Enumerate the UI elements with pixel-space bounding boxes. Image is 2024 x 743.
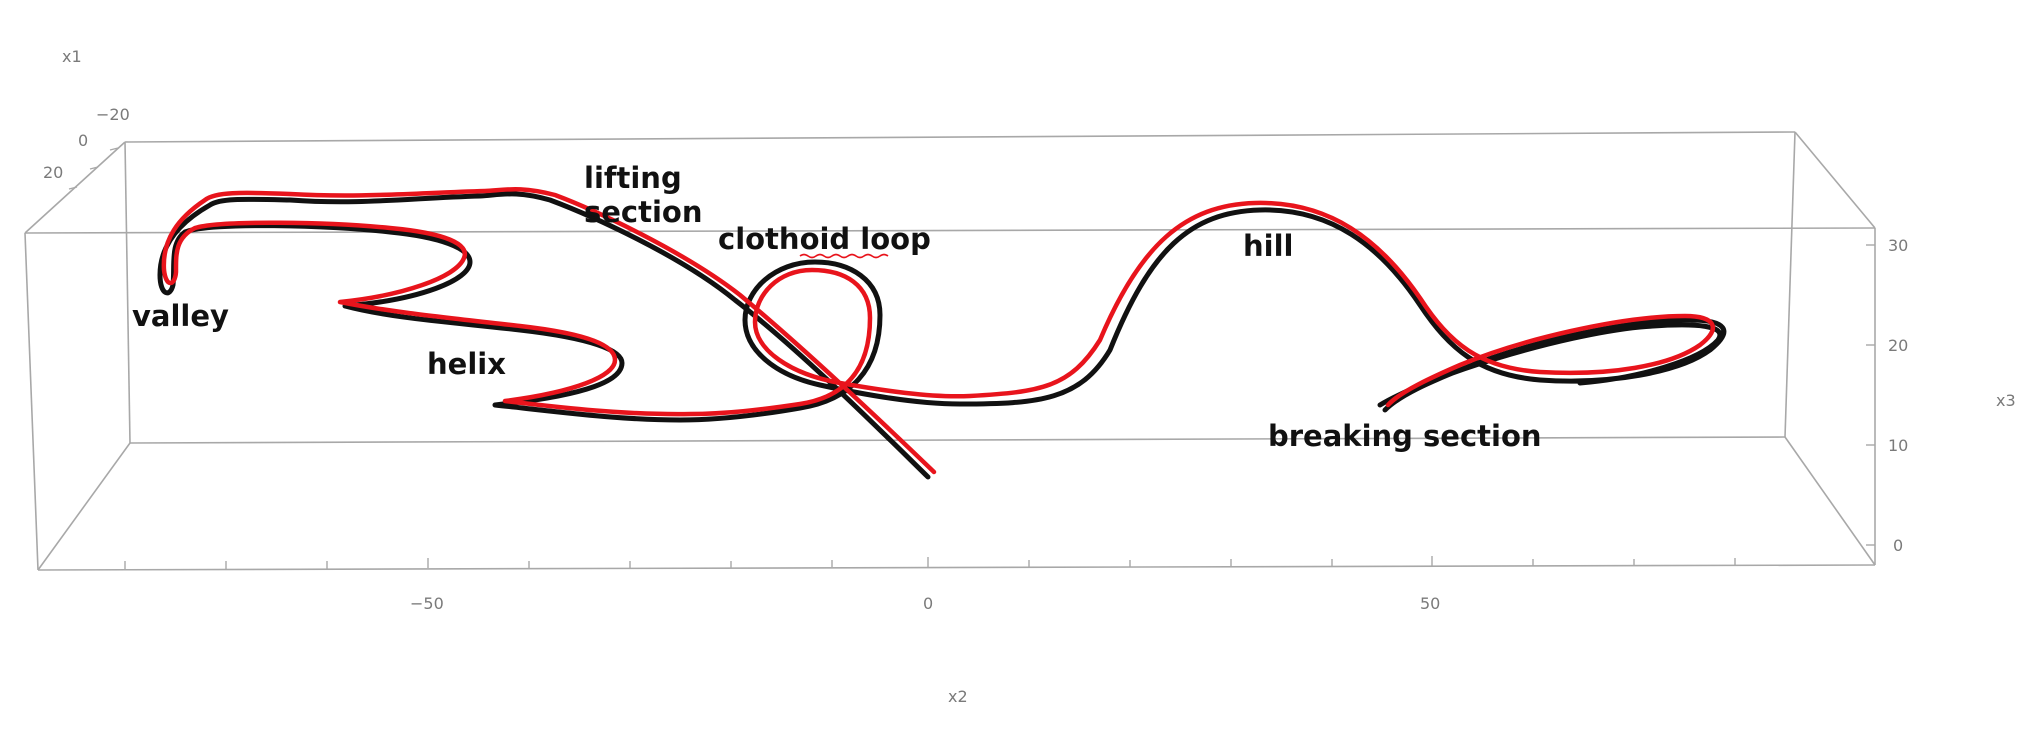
plot-box-back xyxy=(124,131,1796,444)
x1-axis-label: x1 xyxy=(62,47,82,66)
spellcheck-underline xyxy=(799,253,889,259)
x2-tick-label: −50 xyxy=(410,594,444,613)
x3-tick-label: 20 xyxy=(1888,336,1908,355)
x1-tick-label: 20 xyxy=(43,163,63,182)
x1-ticks xyxy=(68,147,119,190)
annotation-clothoid-loop: clothoid loop xyxy=(718,222,931,256)
x2-axis-label: x2 xyxy=(948,687,968,706)
annotation-helix: helix xyxy=(427,347,506,381)
x3-ticks xyxy=(1866,244,1875,546)
track-curve-black xyxy=(157,191,1727,480)
annotation-breaking-section: breaking section xyxy=(1268,419,1542,453)
x2-ticks xyxy=(124,556,1736,569)
x2-tick-label: 0 xyxy=(923,594,933,613)
annotation-lifting-line2: section xyxy=(584,195,703,229)
x3-tick-label: 10 xyxy=(1888,436,1908,455)
annotation-valley: valley xyxy=(132,299,229,333)
plot-box-front xyxy=(24,131,1876,571)
x3-axis-label: x3 xyxy=(1996,391,2016,410)
x1-tick-label: −20 xyxy=(96,105,130,124)
x2-tick-label: 50 xyxy=(1420,594,1440,613)
x3-tick-label: 0 xyxy=(1893,536,1903,555)
annotation-hill: hill xyxy=(1243,229,1293,263)
x3-tick-label: 30 xyxy=(1888,236,1908,255)
annotation-lifting-line1: lifting xyxy=(584,161,682,195)
track-curve-red xyxy=(161,187,1715,475)
x1-tick-label: 0 xyxy=(78,131,88,150)
